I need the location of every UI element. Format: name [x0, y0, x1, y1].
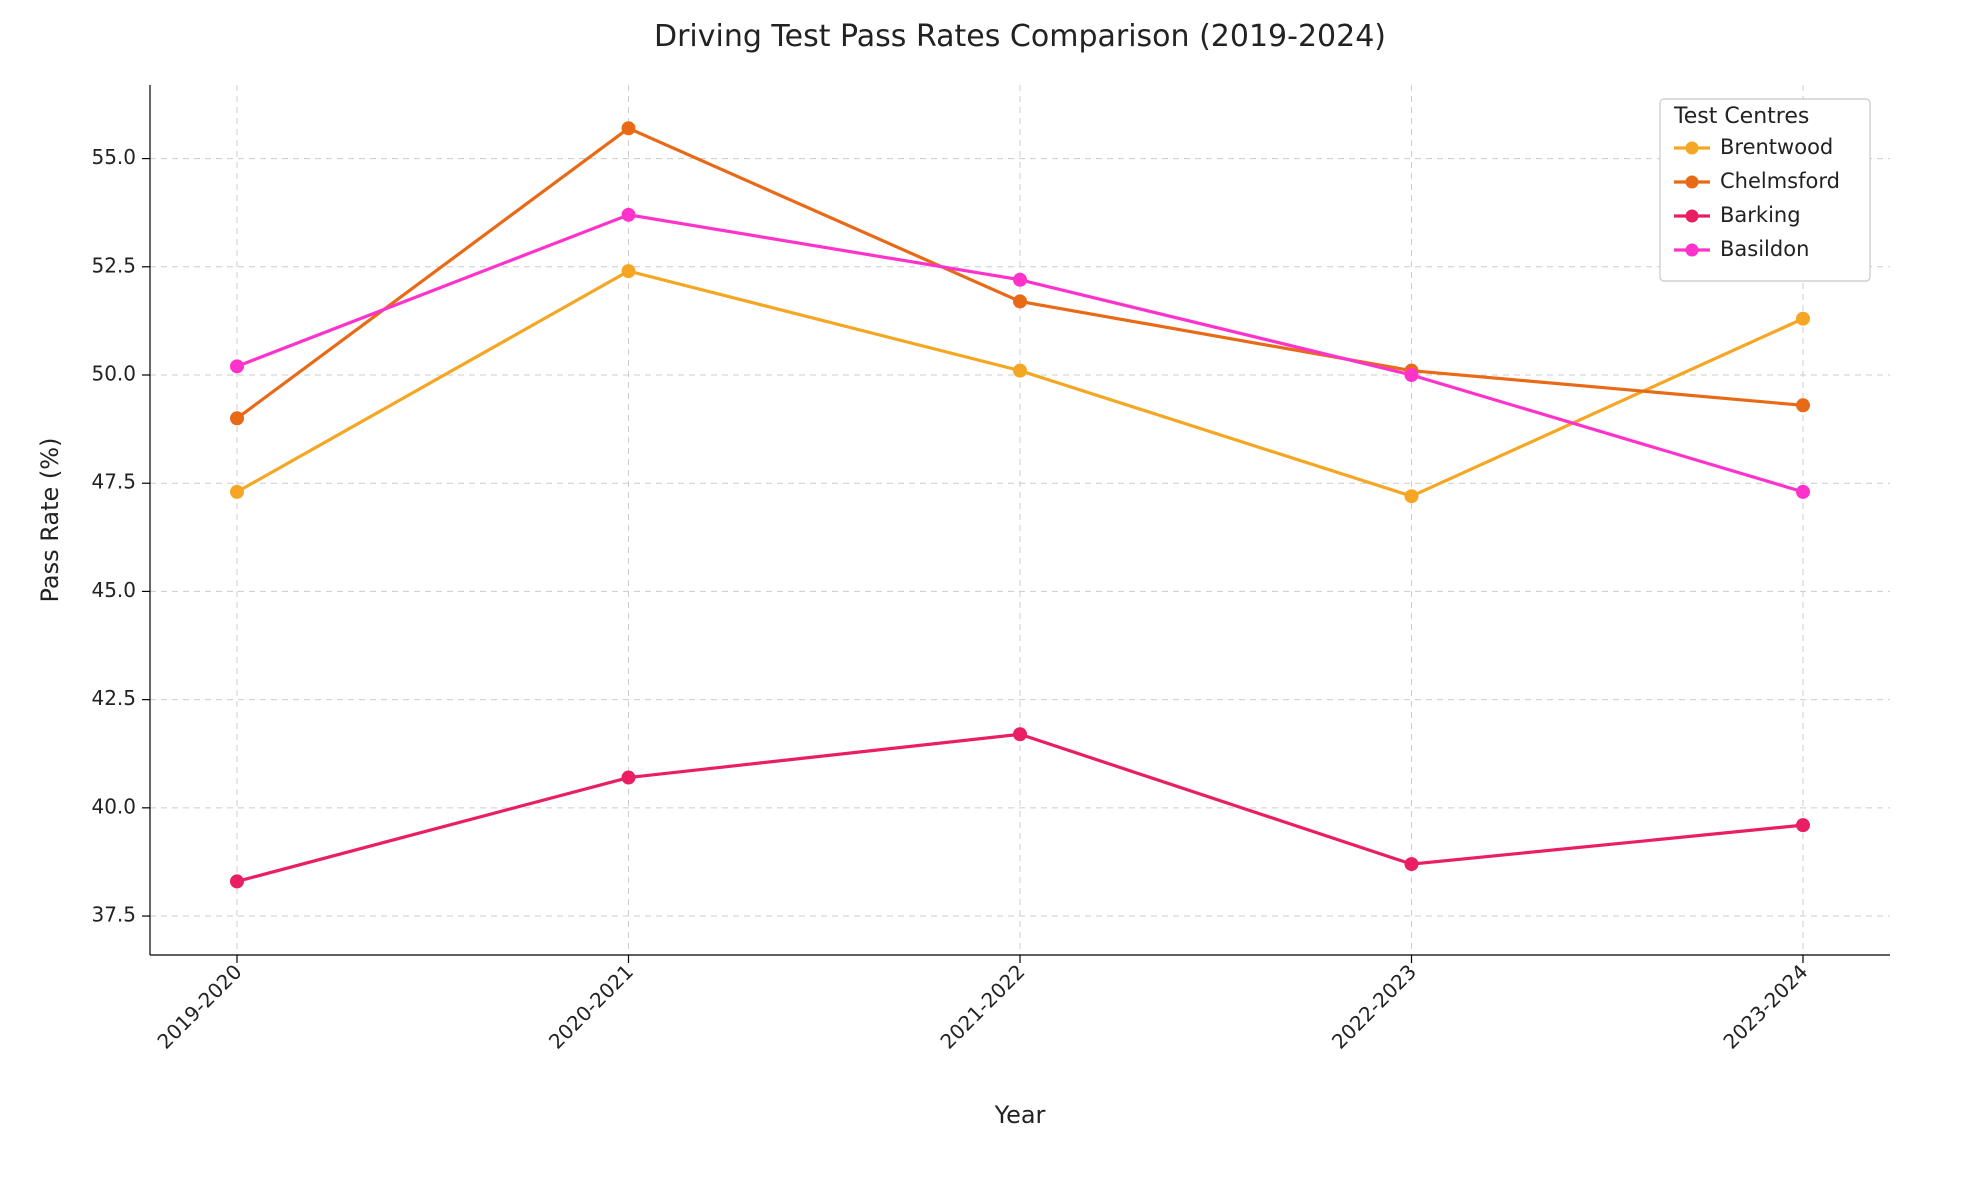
y-tick-label: 52.5 [91, 253, 136, 277]
series-marker-chelmsford [622, 121, 636, 135]
series-marker-basildon [622, 208, 636, 222]
line-chart: 37.540.042.545.047.550.052.555.02019-202… [0, 0, 1974, 1180]
chart-title: Driving Test Pass Rates Comparison (2019… [654, 19, 1386, 54]
series-marker-barking [1405, 857, 1419, 871]
series-marker-brentwood [1405, 489, 1419, 503]
series-marker-basildon [1796, 485, 1810, 499]
series-marker-chelmsford [1013, 294, 1027, 308]
series-marker-chelmsford [1796, 398, 1810, 412]
series-marker-basildon [1013, 273, 1027, 287]
legend-label: Basildon [1720, 237, 1809, 261]
series-marker-barking [1013, 727, 1027, 741]
chart-container: 37.540.042.545.047.550.052.555.02019-202… [0, 0, 1974, 1180]
y-tick-label: 40.0 [91, 794, 136, 818]
legend-label: Barking [1720, 203, 1801, 227]
y-tick-label: 55.0 [91, 145, 136, 169]
y-tick-label: 45.0 [91, 578, 136, 602]
series-marker-basildon [230, 359, 244, 373]
series-marker-basildon [1405, 368, 1419, 382]
series-marker-brentwood [1796, 312, 1810, 326]
series-marker-brentwood [230, 485, 244, 499]
series-marker-barking [1796, 818, 1810, 832]
legend: Test Centres Brentwood Chelmsford Barking Ba… [1660, 99, 1870, 281]
series-marker-barking [230, 874, 244, 888]
legend-title: Test Centres [1673, 104, 1809, 129]
series-marker-barking [622, 771, 636, 785]
series-marker-chelmsford [230, 411, 244, 425]
y-axis-label: Pass Rate (%) [36, 438, 64, 603]
y-tick-label: 50.0 [91, 362, 136, 386]
y-tick-label: 42.5 [91, 686, 136, 710]
legend-label: Chelmsford [1720, 169, 1840, 193]
y-tick-label: 47.5 [91, 470, 136, 494]
series-marker-brentwood [1013, 364, 1027, 378]
legend-label: Brentwood [1720, 135, 1833, 159]
y-tick-label: 37.5 [91, 903, 136, 927]
x-axis-label: Year [994, 1101, 1046, 1129]
series-marker-brentwood [622, 264, 636, 278]
